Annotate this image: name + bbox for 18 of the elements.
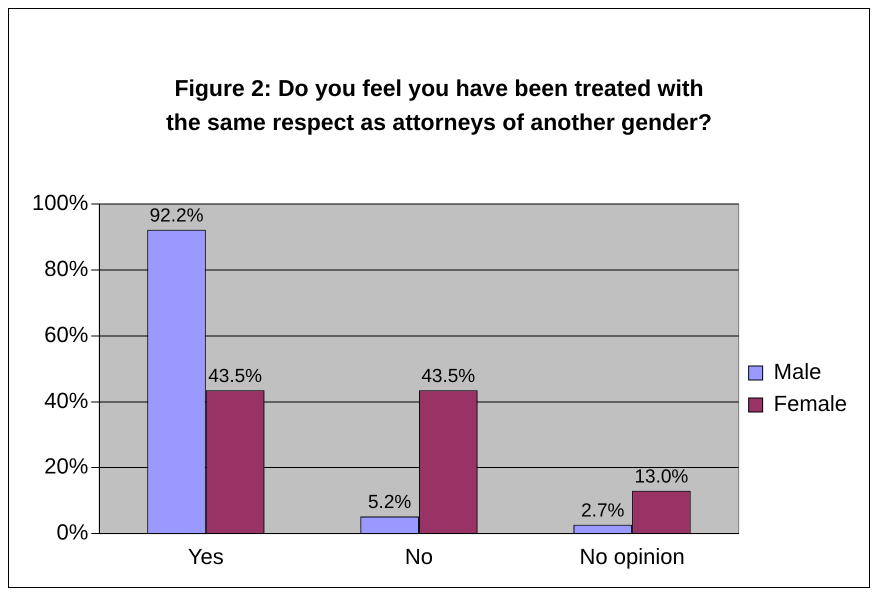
- x-tick-label: No opinion: [579, 544, 685, 569]
- legend-label: Male: [774, 359, 822, 384]
- chart-title: Figure 2: Do you feel you have been treated with the same respect as attorneys of another gender?: [165, 74, 713, 137]
- data-label: 13.0%: [634, 466, 688, 488]
- y-tick-label: 0%: [56, 520, 88, 545]
- data-label: 5.2%: [368, 492, 412, 514]
- x-tick-label: No: [404, 544, 434, 569]
- y-tick-label: 80%: [44, 256, 88, 281]
- y-tick-label: 40%: [44, 388, 88, 413]
- y-tick-label: 20%: [44, 454, 88, 479]
- x-tick-label: Yes: [188, 544, 224, 569]
- data-label: 43.5%: [208, 366, 262, 387]
- y-tick-label: 60%: [44, 322, 88, 347]
- data-label: 92.2%: [150, 205, 204, 226]
- y-tick-label: 100%: [32, 190, 88, 216]
- data-label: 43.5%: [421, 366, 476, 387]
- legend-label: Female: [774, 391, 847, 416]
- data-label: 2.7%: [581, 500, 625, 522]
